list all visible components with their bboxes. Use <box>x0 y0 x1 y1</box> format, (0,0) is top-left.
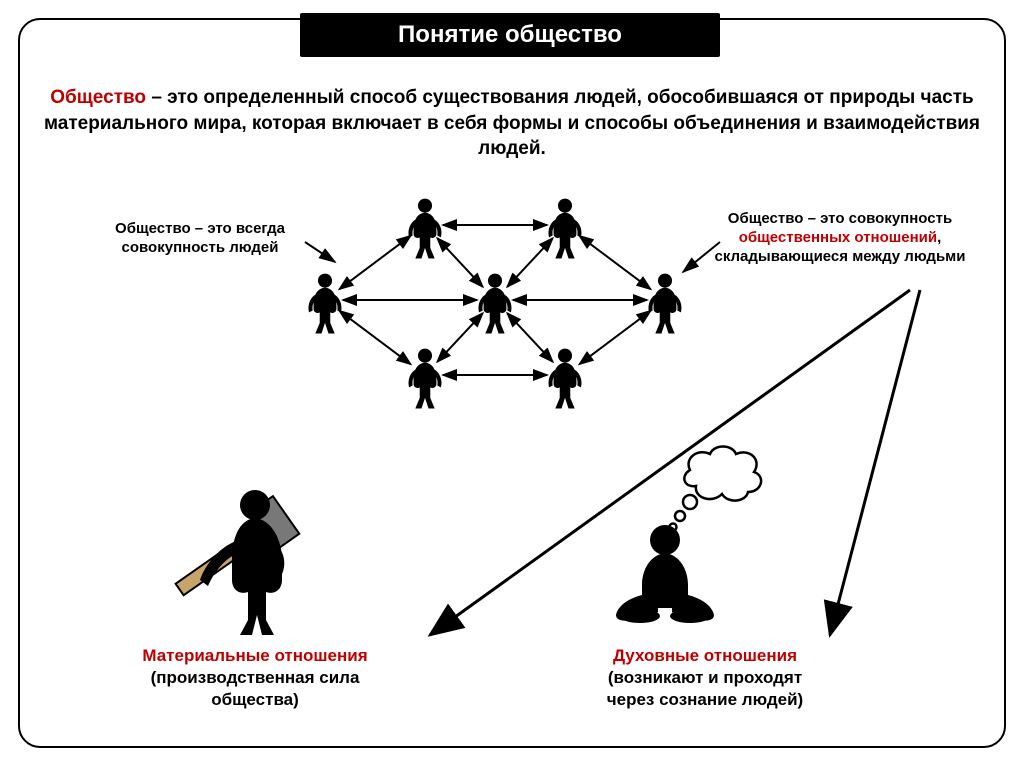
spiritual-line3: через сознание людей) <box>607 690 803 709</box>
material-line2: (производственная сила <box>151 668 360 687</box>
bottom-label-material: Материальные отношения (производственная… <box>100 645 410 711</box>
arrow-to-spiritual <box>830 290 920 635</box>
thinker-body <box>616 525 714 623</box>
worker-icon <box>160 470 320 640</box>
material-line3: общества) <box>211 690 299 709</box>
spiritual-highlight: Духовные отношения <box>613 646 797 665</box>
bottom-label-spiritual: Духовные отношения (возникают и проходят… <box>550 645 860 711</box>
material-highlight: Материальные отношения <box>142 646 367 665</box>
thought-bubble-icon <box>670 447 762 531</box>
spiritual-line2: (возникают и проходят <box>608 668 802 687</box>
thinker-icon <box>580 440 780 640</box>
